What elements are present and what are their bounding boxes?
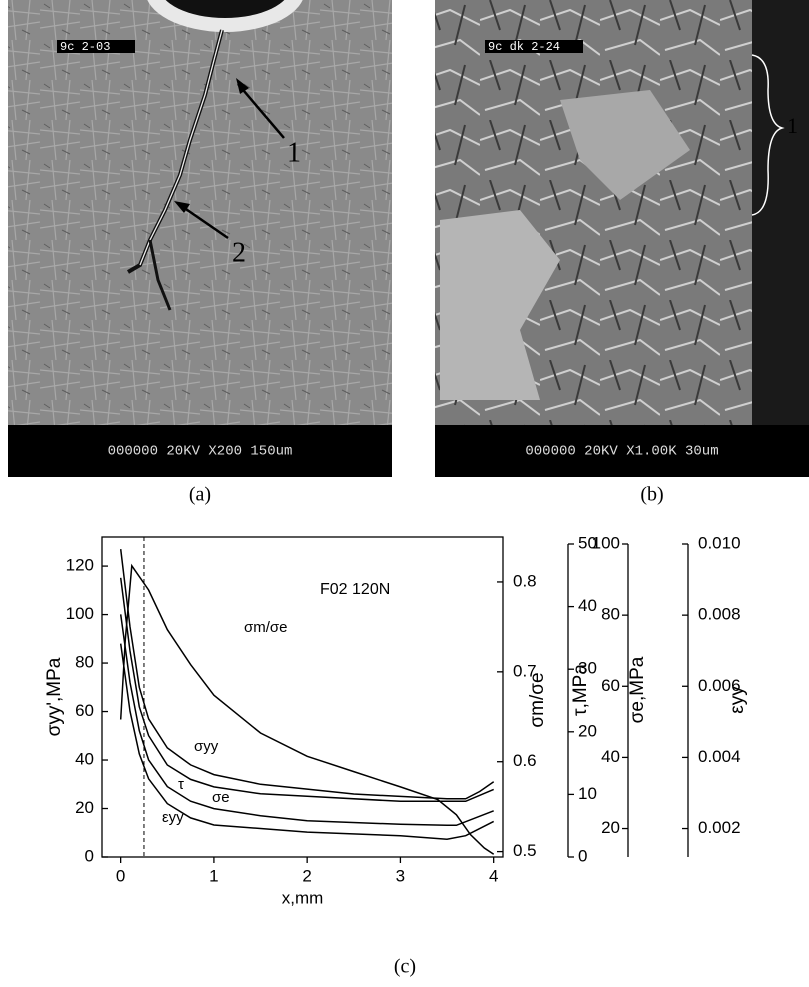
sem-footer: 000000 20KV X200 150um xyxy=(108,444,293,460)
sem-image-b xyxy=(435,0,809,477)
y-tick-label: 20 xyxy=(601,818,620,837)
series-label: εyy xyxy=(162,809,184,826)
series-label: σe xyxy=(212,789,230,806)
series-label: σyy xyxy=(194,738,219,755)
x-tick-label: 1 xyxy=(209,866,218,885)
x-tick-label: 2 xyxy=(302,866,311,885)
y-tick-label: 0.004 xyxy=(698,747,741,766)
y-tick-label: 0.5 xyxy=(513,841,537,860)
line xyxy=(119,563,495,855)
sem-image-a xyxy=(8,0,392,477)
y-tick-label: 20 xyxy=(578,721,597,740)
y-tick-label: 0.010 xyxy=(698,533,741,552)
y-tick-label: 80 xyxy=(601,605,620,624)
y-tick-label: 40 xyxy=(601,747,620,766)
y-axis-title: τ,MPa xyxy=(570,664,591,716)
chart: 0 1 2 3 4x,mm020406080100120σyy',MPa0.50.60.… xyxy=(44,533,748,907)
sem-header: 9c 2-03 xyxy=(60,40,110,54)
y-tick-label: 100 xyxy=(592,533,620,552)
y-tick-label: 0.008 xyxy=(698,605,741,624)
line xyxy=(119,614,494,827)
y-axis-title: σe,MPa xyxy=(627,656,648,723)
y-tick-label: 120 xyxy=(66,556,94,575)
y-axis-title: σyy',MPa xyxy=(44,657,65,736)
y-tick-label: 60 xyxy=(75,701,94,720)
y-tick-label: 0.6 xyxy=(513,751,537,770)
line xyxy=(119,577,494,803)
y-tick-label: 0.7 xyxy=(513,661,537,680)
x-tick-label: 3 xyxy=(396,866,405,885)
panel-label: (c) xyxy=(394,956,416,978)
y-axis-title: εyy xyxy=(727,686,748,714)
line xyxy=(119,643,495,840)
y-tick-label: 40 xyxy=(578,596,597,615)
y-tick-label: 0.006 xyxy=(698,676,741,695)
sem-header: 9c dk 2-24 xyxy=(488,40,560,54)
y-tick-label: 20 xyxy=(75,798,94,817)
y-tick-label: 0 xyxy=(578,846,587,865)
x-tick-label: 0 xyxy=(116,866,125,885)
y-tick-label: 100 xyxy=(66,604,94,623)
y-tick-label: 60 xyxy=(601,676,620,695)
callout: 2 xyxy=(232,237,246,268)
callout: 1 xyxy=(787,113,798,138)
y-tick-label: 30 xyxy=(578,659,597,678)
y-tick-label: 0.8 xyxy=(513,571,537,590)
series-label: τ xyxy=(178,776,184,793)
line xyxy=(119,549,495,800)
panel-label: (a) xyxy=(189,484,211,506)
series-label: σm/σe xyxy=(244,619,288,636)
plot-frame xyxy=(101,536,504,858)
panel-label: (b) xyxy=(640,484,663,506)
callout: 1 xyxy=(287,137,301,168)
y-tick-label: 40 xyxy=(75,750,94,769)
y-tick-label: 0.002 xyxy=(698,818,741,837)
y-tick-label: 80 xyxy=(75,653,94,672)
x-axis-title: x,mm xyxy=(282,888,324,907)
y-axis-title: σm/σe xyxy=(527,672,548,727)
sem-footer: 000000 20KV X1.00K 30um xyxy=(525,444,718,460)
y-tick-label: 10 xyxy=(578,784,597,803)
annotation: F02 120N xyxy=(320,581,390,598)
y-tick-label: 0 xyxy=(85,846,94,865)
y-tick-label: 50 xyxy=(578,533,597,552)
x-tick-label: 4 xyxy=(489,866,498,885)
